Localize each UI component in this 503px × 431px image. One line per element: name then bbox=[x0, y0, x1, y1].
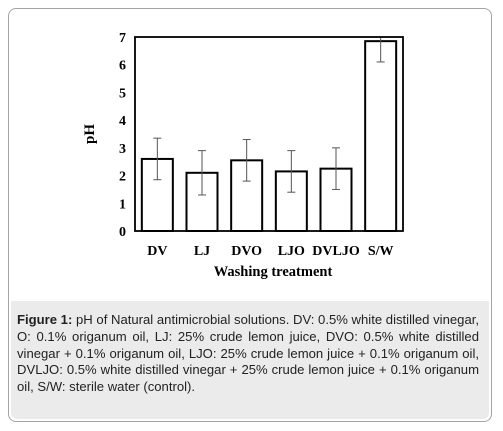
bars bbox=[140, 40, 398, 233]
plot-frame bbox=[134, 36, 404, 232]
x-tick-label: DVLJO bbox=[312, 244, 360, 259]
x-axis-label: Washing treatment bbox=[214, 264, 333, 280]
error-bar-dvo bbox=[242, 139, 251, 182]
error-bar-lj bbox=[198, 150, 206, 196]
x-tick-label: LJ bbox=[194, 244, 210, 259]
bar-ljo bbox=[274, 170, 308, 233]
caption-panel: Figure 1: pH of Natural antimicrobial so… bbox=[11, 301, 489, 419]
error-bar-ljo bbox=[287, 150, 296, 193]
figure-frame: 0 1 2 3 4 5 6 7 DV LJ DVO LJO DVLJO S/W pH Washing t… bbox=[8, 8, 492, 422]
x-tick-label: DV bbox=[147, 244, 167, 259]
y-tick-label: 2 bbox=[119, 170, 126, 185]
y-tick-label: 0 bbox=[119, 225, 126, 240]
y-axis-label: pH bbox=[82, 124, 98, 144]
bar-sw bbox=[364, 40, 398, 232]
x-tick-label: S/W bbox=[368, 244, 394, 259]
bar-chart: 0 1 2 3 4 5 6 7 DV LJ DVO LJO DVLJO S/W pH Washing t… bbox=[82, 31, 404, 280]
y-tick-labels: 0 1 2 3 4 5 6 7 bbox=[119, 31, 126, 240]
error-bar-dv bbox=[153, 137, 162, 181]
y-tick-label: 7 bbox=[119, 31, 126, 46]
y-tick-label: 6 bbox=[119, 59, 126, 74]
caption-label: Figure 1: bbox=[17, 312, 73, 327]
x-tick-labels: DV LJ DVO LJO DVLJO S/W bbox=[147, 244, 393, 259]
caption-text: pH of Natural antimicrobial solutions. D… bbox=[17, 312, 479, 395]
y-tick-label: 1 bbox=[119, 197, 126, 212]
x-tick-label: LJO bbox=[278, 244, 305, 259]
y-tick-label: 3 bbox=[119, 142, 126, 157]
error-bar-dvljo bbox=[332, 147, 340, 190]
y-tick-label: 4 bbox=[119, 114, 126, 129]
y-tick-label: 5 bbox=[119, 86, 126, 101]
chart-area: 0 1 2 3 4 5 6 7 DV LJ DVO LJO DVLJO S/W pH Washing t… bbox=[9, 9, 493, 301]
figure-caption: Figure 1: pH of Natural antimicrobial so… bbox=[17, 312, 479, 396]
x-tick-label: DVO bbox=[231, 244, 262, 259]
